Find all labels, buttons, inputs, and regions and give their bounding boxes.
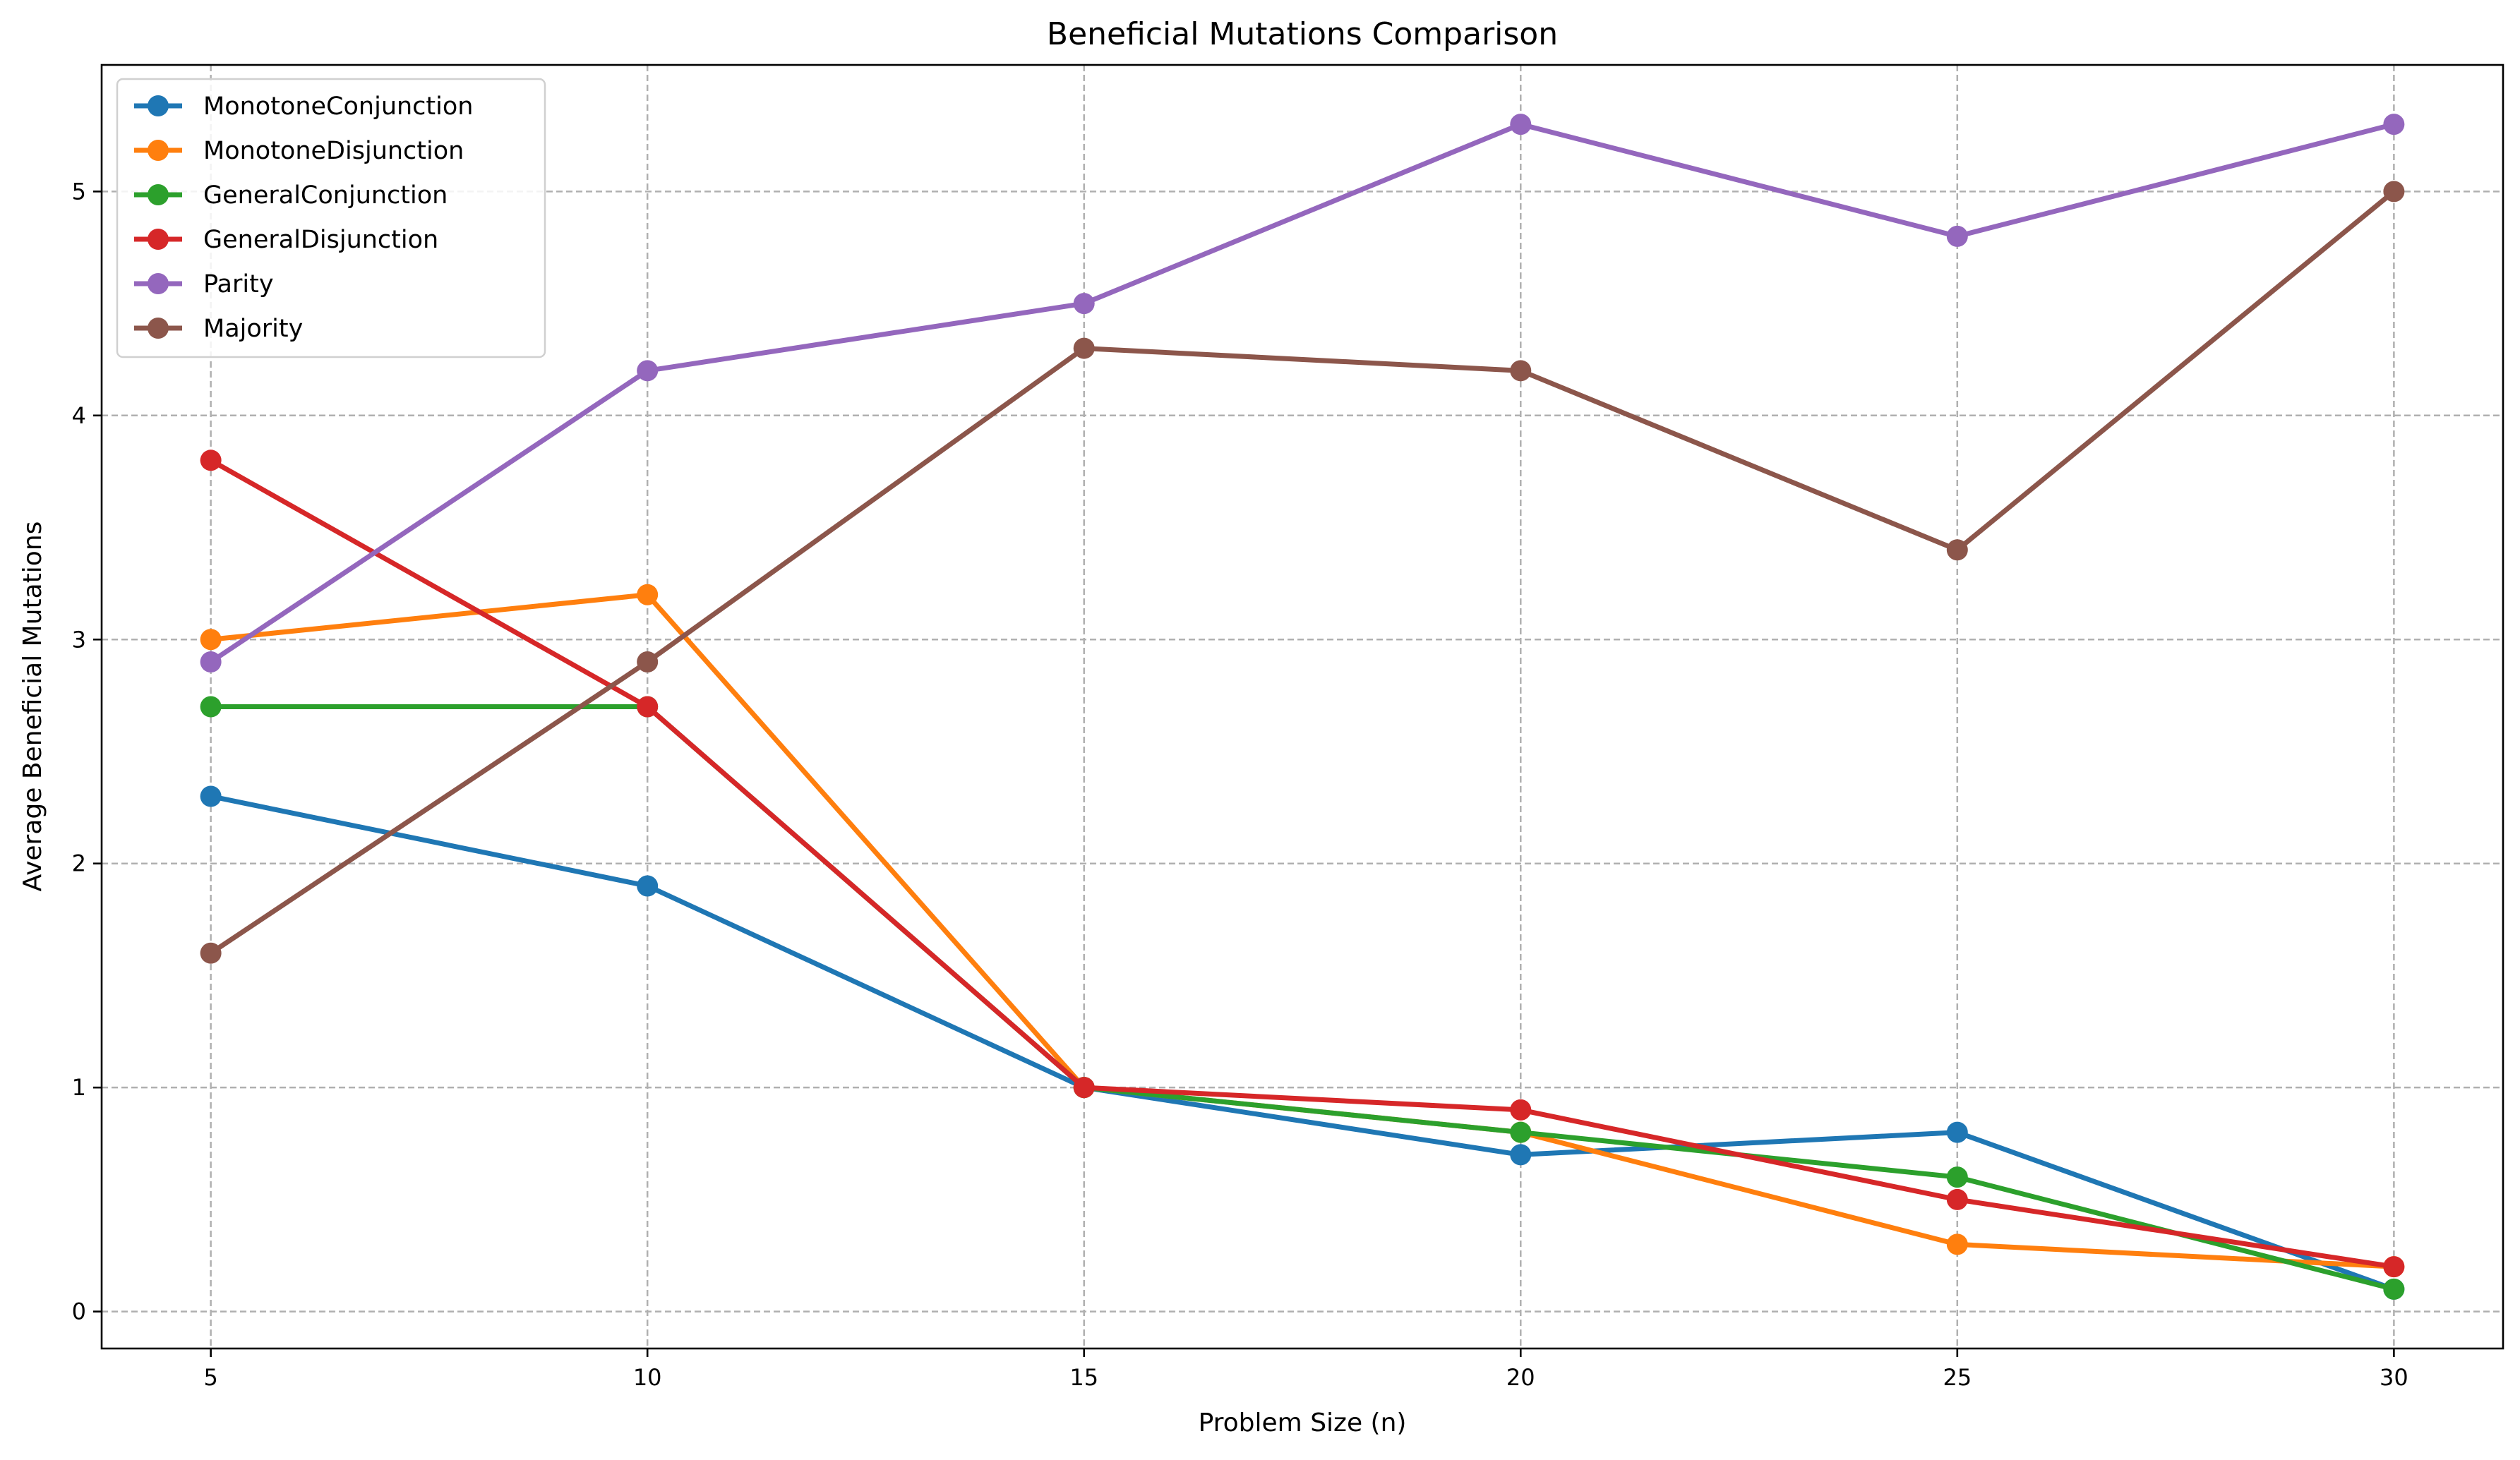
data-point-majority <box>1073 337 1095 359</box>
series-line-general-conjunction <box>208 704 2396 1292</box>
data-point-monotone-conjunction <box>1946 1121 1968 1143</box>
data-point-general-disjunction <box>1510 1099 1532 1121</box>
legend-item-general-disjunction: GeneralDisjunction <box>134 226 438 254</box>
data-point-majority <box>2383 181 2405 203</box>
data-point-monotone-disjunction <box>1946 1233 1968 1255</box>
y-axis-label: Average Beneficial Mutations <box>18 521 47 892</box>
data-point-general-conjunction <box>2383 1278 2405 1300</box>
legend-marker-swatch <box>148 140 169 161</box>
x-tick-label: 10 <box>633 1364 662 1391</box>
data-point-majority <box>1510 360 1532 382</box>
series-group <box>200 114 2405 1300</box>
data-point-parity <box>1946 225 1968 247</box>
data-point-general-disjunction <box>2383 1256 2405 1278</box>
x-tick-label: 30 <box>2380 1364 2408 1391</box>
legend-marker-swatch <box>148 273 169 294</box>
series-line-parity <box>208 121 2396 665</box>
legend: MonotoneConjunction MonotoneDisjunction Ge… <box>116 78 546 358</box>
y-tick-label: 4 <box>72 402 86 429</box>
data-point-general-disjunction <box>1073 1077 1095 1099</box>
legend-label: Majority <box>203 315 303 343</box>
data-point-majority <box>637 651 659 673</box>
data-point-parity <box>637 360 659 382</box>
data-point-general-disjunction <box>637 696 659 718</box>
series-parity <box>200 114 2405 673</box>
legend-frame <box>116 78 546 358</box>
legend-marker-swatch <box>148 184 169 205</box>
y-tick-label: 3 <box>72 626 86 653</box>
legend-label: GeneralConjunction <box>203 181 448 210</box>
legend-label: MonotoneConjunction <box>203 92 473 121</box>
legend-item-monotone-disjunction: MonotoneDisjunction <box>134 137 464 165</box>
plot-area-frame <box>100 64 2504 1350</box>
axis-ticks: 5 10 15 20 25 30 0 1 2 3 4 5 <box>72 178 2408 1391</box>
data-point-monotone-conjunction <box>1510 1144 1532 1166</box>
series-line-monotone-conjunction <box>208 793 2396 1292</box>
data-point-monotone-conjunction <box>200 785 222 807</box>
data-point-majority <box>200 942 222 964</box>
data-point-parity <box>200 651 222 673</box>
x-axis-label: Problem Size (n) <box>1199 1408 1407 1437</box>
legend-item-parity: Parity <box>134 270 274 298</box>
x-tick-label: 15 <box>1069 1364 1098 1391</box>
data-point-general-disjunction <box>200 450 222 471</box>
x-tick-label: 20 <box>1506 1364 1535 1391</box>
chart-title: Beneficial Mutations Comparison <box>1047 16 1558 52</box>
series-majority <box>200 181 2405 964</box>
data-point-parity <box>1073 293 1095 315</box>
legend-item-general-conjunction: GeneralConjunction <box>134 181 448 210</box>
y-tick-label: 1 <box>72 1074 86 1101</box>
x-tick-label: 5 <box>203 1364 217 1391</box>
data-point-parity <box>2383 114 2405 135</box>
series-line-general-disjunction <box>208 457 2396 1269</box>
y-tick-label: 0 <box>72 1298 86 1325</box>
data-point-general-conjunction <box>1510 1121 1532 1143</box>
legend-item-majority: Majority <box>134 315 303 343</box>
data-point-parity <box>1510 114 1532 135</box>
legend-label: GeneralDisjunction <box>203 226 438 254</box>
data-point-monotone-disjunction <box>637 584 659 605</box>
legend-label: MonotoneDisjunction <box>203 137 464 165</box>
data-point-majority <box>1946 539 1968 561</box>
y-tick-label: 5 <box>72 178 86 205</box>
data-point-general-conjunction <box>1946 1166 1968 1188</box>
data-point-general-disjunction <box>1946 1188 1968 1210</box>
y-tick-label: 2 <box>72 850 86 877</box>
series-general-disjunction <box>200 450 2405 1278</box>
legend-marker-swatch <box>148 318 169 339</box>
data-point-general-conjunction <box>200 696 222 718</box>
legend-marker-swatch <box>148 95 169 116</box>
data-point-monotone-disjunction <box>200 629 222 651</box>
x-tick-label: 25 <box>1943 1364 1972 1391</box>
legend-marker-swatch <box>148 229 169 250</box>
series-line-majority <box>208 188 2396 956</box>
legend-item-monotone-conjunction: MonotoneConjunction <box>134 92 473 121</box>
legend-label: Parity <box>203 270 274 298</box>
data-point-monotone-conjunction <box>637 875 659 897</box>
